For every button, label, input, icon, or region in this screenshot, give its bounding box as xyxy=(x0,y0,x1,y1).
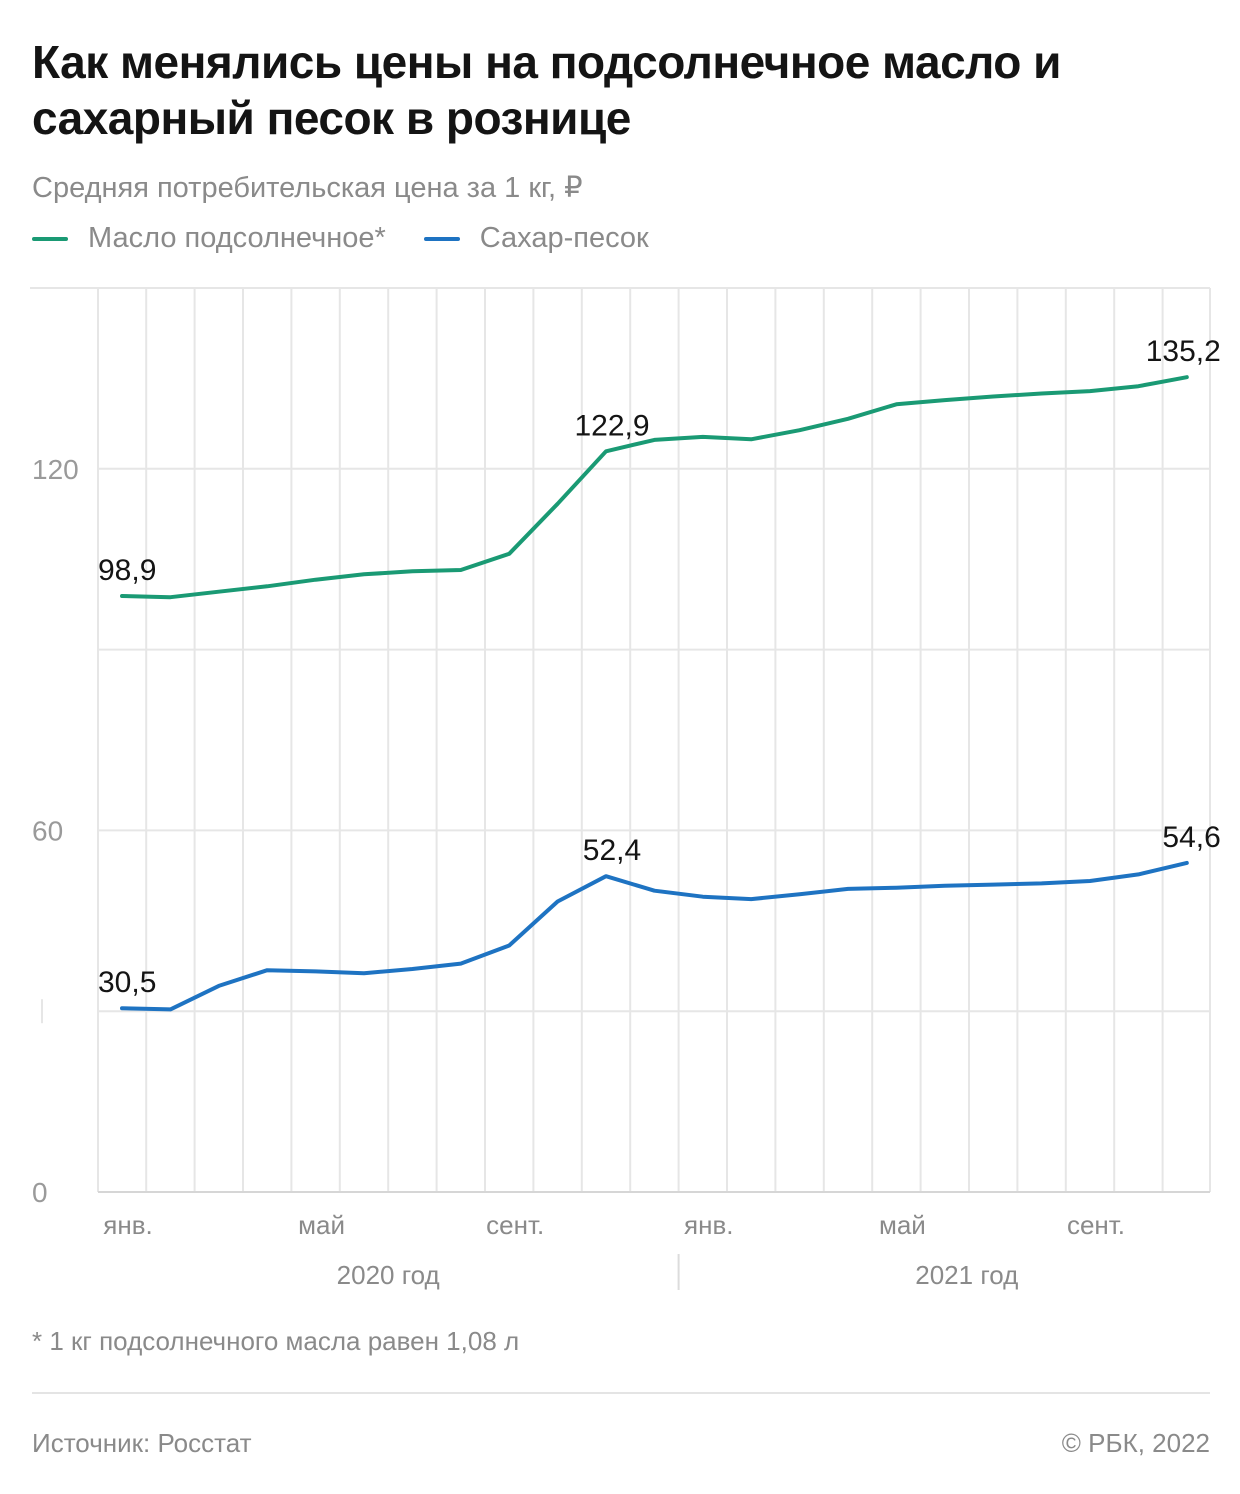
footnote: * 1 кг подсолнечного масла равен 1,08 л xyxy=(32,1326,520,1356)
chart-title: Как менялись цены на подсолнечное масло … xyxy=(32,36,1061,144)
data-label: 122,9 xyxy=(574,409,649,442)
data-label: 52,4 xyxy=(583,834,641,867)
y-tick-label: 0 xyxy=(32,1177,48,1208)
legend-label-sugar: Сахар-песок xyxy=(479,222,649,254)
x-tick-label: янв. xyxy=(684,1210,733,1240)
legend-label-oil: Масло подсолнечное* xyxy=(88,222,386,254)
footer-divider xyxy=(32,1392,1210,1394)
series-line-sugar xyxy=(120,860,1189,1012)
x-tick-label: сент. xyxy=(486,1210,544,1240)
y-tick-label: 60 xyxy=(32,815,63,846)
data-label: 98,9 xyxy=(98,554,156,587)
x-tick-label: май xyxy=(879,1210,926,1240)
copyright-note: © РБК, 2022 xyxy=(1061,1428,1210,1458)
legend-swatch-oil xyxy=(32,236,68,241)
legend: Масло подсолнечное* Сахар-песок xyxy=(32,222,687,255)
x-tick-label: сент. xyxy=(1067,1210,1125,1240)
legend-item-sugar: Сахар-песок xyxy=(423,222,649,255)
line-chart: 0 60 120 янв. май сент. янв. май сент. 2020 год 20… xyxy=(30,287,1221,1290)
chart-subtitle: Средняя потребительская цена за 1 кг, ₽ xyxy=(32,172,583,204)
series-line-oil xyxy=(120,375,1189,600)
year-group-label: 2021 год xyxy=(915,1260,1018,1290)
legend-item-oil: Масло подсолнечное* xyxy=(32,222,386,255)
x-tick-label: май xyxy=(298,1210,345,1240)
legend-swatch-sugar xyxy=(423,236,460,241)
data-label: 54,6 xyxy=(1162,821,1220,854)
y-tick-label: 120 xyxy=(32,454,79,485)
data-label: 30,5 xyxy=(98,966,156,999)
data-label: 135,2 xyxy=(1146,335,1221,368)
year-group-label: 2020 год xyxy=(337,1260,440,1290)
x-tick-label: янв. xyxy=(103,1210,152,1240)
source-note: Источник: Росстат xyxy=(32,1428,252,1458)
